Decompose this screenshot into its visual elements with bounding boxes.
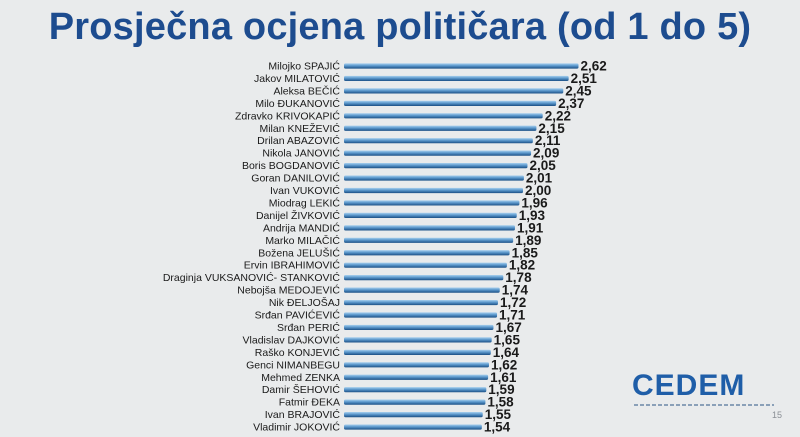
value-label: 1,72 <box>500 295 526 310</box>
value-label: 1,67 <box>495 320 521 335</box>
category-label: Zdravko KRIVOKAPIĆ <box>235 109 340 122</box>
value-label: 1,71 <box>499 308 526 323</box>
category-label: Draginja VUKSANOVIĆ- STANKOVIĆ <box>163 271 341 284</box>
bar <box>344 287 500 293</box>
bar <box>344 175 524 181</box>
value-label: 1,91 <box>517 220 544 235</box>
bar <box>344 113 543 119</box>
cedem-logo: CEDEM <box>632 370 774 410</box>
value-label: 1,82 <box>509 258 535 273</box>
bar <box>344 163 528 169</box>
bar <box>344 324 494 331</box>
category-label: Božena JELUŠIĆ <box>258 246 340 259</box>
value-label: 1,89 <box>515 233 541 248</box>
bar <box>344 262 507 268</box>
category-label: Milojko SPAJIĆ <box>268 60 340 73</box>
bar <box>344 399 486 405</box>
category-label: Milo ĐUKANOVIĆ <box>255 97 340 110</box>
value-label: 2,05 <box>529 158 556 173</box>
category-label: Andrija MANDIĆ <box>263 221 340 234</box>
value-label: 1,55 <box>485 407 512 422</box>
bar <box>344 412 483 418</box>
category-label: Nik ĐELJOŠAJ <box>269 296 340 309</box>
bar <box>344 275 504 281</box>
bar <box>344 212 517 218</box>
value-label: 1,96 <box>521 195 548 210</box>
value-label: 1,62 <box>491 357 517 372</box>
category-label: Genci NIMANBEGU <box>246 359 340 371</box>
category-label: Boris BOGDANOVIĆ <box>242 159 340 172</box>
logo-text: CEDEM <box>632 369 746 402</box>
value-label: 2,11 <box>535 133 561 148</box>
category-label: Raško KONJEVIĆ <box>255 346 341 359</box>
category-label: Nebojša MEDOJEVIĆ <box>237 284 340 297</box>
category-label: Srđan PAVIĆEVIĆ <box>255 309 341 322</box>
bar <box>344 362 489 368</box>
value-label: 2,62 <box>580 59 606 74</box>
bar <box>344 424 482 430</box>
value-label: 1,78 <box>505 270 532 285</box>
bar <box>344 150 532 156</box>
value-label: 2,00 <box>525 183 551 198</box>
value-label: 1,64 <box>493 345 520 360</box>
value-label: 1,58 <box>487 395 514 410</box>
bar <box>344 187 523 194</box>
category-label: Drilan ABAZOVIĆ <box>257 134 340 147</box>
bar <box>344 63 579 69</box>
value-label: 2,37 <box>558 96 584 111</box>
bar <box>344 225 515 231</box>
category-label: Danijel ŽIVKOVIĆ <box>256 209 340 222</box>
category-label: Mehmed ZENKA <box>261 372 340 384</box>
category-label: Nikola JANOVIĆ <box>262 147 340 160</box>
value-label: 1,93 <box>519 208 546 223</box>
bar <box>344 138 533 144</box>
page-number: 15 <box>772 410 783 420</box>
bar <box>344 237 514 243</box>
bar <box>344 349 491 355</box>
logo-underline <box>634 404 774 406</box>
category-label: Ervin IBRAHIMOVIĆ <box>244 259 341 272</box>
category-label: Srđan PERIĆ <box>277 321 340 334</box>
category-label: Jakov MILATOVIĆ <box>254 72 340 85</box>
bar <box>344 200 520 206</box>
bar <box>344 299 498 306</box>
category-label: Goran DANILOVIĆ <box>251 172 340 185</box>
bar <box>344 75 569 82</box>
value-label: 2,45 <box>565 83 592 98</box>
value-label: 1,54 <box>484 420 511 435</box>
value-label: 1,85 <box>512 245 539 260</box>
category-label: Damir ŠEHOVIĆ <box>262 383 341 396</box>
bar <box>344 125 537 131</box>
value-label: 1,74 <box>502 283 529 298</box>
category-label: Milan KNEŽEVIĆ <box>259 122 340 135</box>
chart-title: Prosječna ocjena političara (od 1 do 5) <box>48 6 752 48</box>
value-label: 1,59 <box>488 382 514 397</box>
bar <box>344 387 487 393</box>
value-label: 2,09 <box>533 146 559 161</box>
category-label: Marko MILAČIĆ <box>265 234 340 247</box>
bar <box>344 250 510 256</box>
value-label: 2,15 <box>538 121 565 136</box>
bar <box>344 312 498 318</box>
category-label: Aleksa BEČIĆ <box>273 84 340 97</box>
bar <box>344 374 489 380</box>
category-label: Miodrag LEKIĆ <box>269 196 341 209</box>
bar <box>344 337 492 343</box>
category-label: Fatmir ĐEKA <box>279 397 340 409</box>
value-label: 2,51 <box>571 71 598 86</box>
bar <box>344 88 564 94</box>
category-label: Ivan VUKOVIĆ <box>270 184 340 197</box>
category-label: Vladislav DAJKOVIĆ <box>243 333 341 346</box>
category-label: Ivan BRAJOVIĆ <box>265 408 341 421</box>
value-label: 2,01 <box>526 171 553 186</box>
value-label: 1,65 <box>494 332 521 347</box>
value-label: 2,22 <box>545 108 571 123</box>
value-label: 1,61 <box>490 370 517 385</box>
bar <box>344 100 557 106</box>
category-label: Vladimir JOKOVIĆ <box>253 421 340 434</box>
